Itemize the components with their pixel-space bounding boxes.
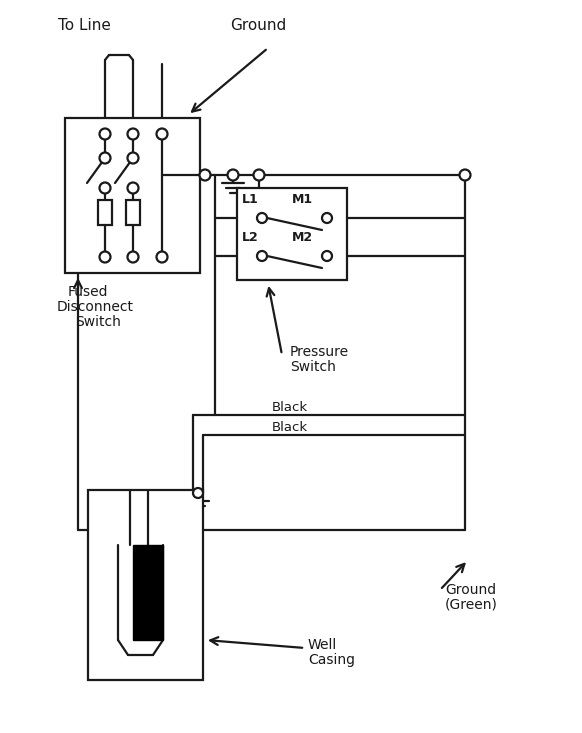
Circle shape (127, 251, 139, 262)
Circle shape (157, 251, 168, 262)
Circle shape (100, 183, 111, 194)
Circle shape (200, 169, 211, 180)
Circle shape (100, 152, 111, 163)
Text: Disconnect: Disconnect (57, 300, 134, 314)
Circle shape (127, 152, 139, 163)
Text: Switch: Switch (75, 315, 121, 329)
Text: Casing: Casing (308, 653, 355, 667)
Text: To Line: To Line (58, 18, 111, 33)
Bar (98, 200, 112, 225)
Circle shape (460, 169, 470, 180)
Circle shape (127, 183, 139, 194)
Text: L2: L2 (242, 231, 259, 244)
Text: Pressure: Pressure (290, 345, 349, 359)
Circle shape (257, 251, 267, 261)
Text: L1: L1 (242, 193, 259, 206)
Bar (88, 490, 203, 680)
Circle shape (254, 169, 264, 180)
Circle shape (100, 251, 111, 262)
Text: Well: Well (308, 638, 337, 652)
Text: Fused: Fused (68, 285, 108, 299)
Text: Black: Black (272, 421, 308, 434)
Circle shape (157, 128, 168, 139)
Text: Switch: Switch (290, 360, 336, 374)
Circle shape (322, 251, 332, 261)
Text: Ground: Ground (445, 583, 496, 597)
Circle shape (193, 488, 203, 498)
Circle shape (257, 213, 267, 223)
Text: M1: M1 (292, 193, 313, 206)
Circle shape (127, 128, 139, 139)
Circle shape (100, 128, 111, 139)
Circle shape (322, 213, 332, 223)
Polygon shape (133, 545, 163, 640)
Bar (65, 118, 200, 273)
Text: (Green): (Green) (445, 598, 498, 612)
Bar (126, 200, 140, 225)
Circle shape (228, 169, 239, 180)
Text: Ground: Ground (230, 18, 286, 33)
Text: M2: M2 (292, 231, 313, 244)
Text: Black: Black (272, 401, 308, 414)
Bar (237, 188, 347, 280)
